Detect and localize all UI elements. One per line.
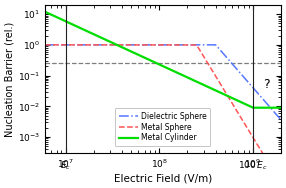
Line: Dielectric Sphere: Dielectric Sphere bbox=[45, 45, 281, 120]
Dielectric Sphere bbox=[43, 44, 47, 46]
Metal Sphere bbox=[152, 44, 155, 46]
Metal Sphere bbox=[273, 171, 276, 173]
X-axis label: Electric Field (V/m): Electric Field (V/m) bbox=[114, 173, 212, 183]
Metal Cylinder bbox=[43, 11, 47, 13]
Metal Cylinder bbox=[273, 107, 276, 109]
Metal Cylinder bbox=[55, 16, 59, 18]
Metal Cylinder bbox=[251, 107, 255, 109]
Metal Sphere bbox=[273, 171, 276, 174]
Dielectric Sphere bbox=[279, 119, 283, 121]
Dielectric Sphere bbox=[273, 111, 276, 113]
Text: ?: ? bbox=[263, 78, 270, 91]
Metal Sphere bbox=[158, 44, 161, 46]
Dielectric Sphere bbox=[229, 61, 233, 64]
Metal Sphere bbox=[229, 100, 233, 102]
Metal Sphere bbox=[55, 44, 59, 46]
Legend: Dielectric Sphere, Metal Sphere, Metal Cylinder: Dielectric Sphere, Metal Sphere, Metal C… bbox=[115, 108, 210, 146]
Dielectric Sphere bbox=[273, 111, 276, 113]
Dielectric Sphere bbox=[55, 44, 59, 46]
Metal Cylinder bbox=[279, 107, 283, 109]
Y-axis label: Nucleation Barrier (rel.): Nucleation Barrier (rel.) bbox=[5, 21, 15, 137]
Metal Cylinder bbox=[273, 107, 276, 109]
Metal Sphere bbox=[43, 44, 47, 46]
Dielectric Sphere bbox=[152, 44, 155, 46]
Dielectric Sphere bbox=[158, 44, 161, 46]
Metal Cylinder bbox=[152, 61, 155, 63]
Line: Metal Cylinder: Metal Cylinder bbox=[45, 12, 281, 108]
Text: $E_c$: $E_c$ bbox=[60, 160, 71, 172]
Metal Sphere bbox=[279, 183, 283, 185]
Metal Cylinder bbox=[158, 64, 161, 66]
Metal Cylinder bbox=[229, 96, 233, 99]
Line: Metal Sphere: Metal Sphere bbox=[45, 45, 281, 184]
Text: $100\,E_c$: $100\,E_c$ bbox=[238, 160, 268, 172]
